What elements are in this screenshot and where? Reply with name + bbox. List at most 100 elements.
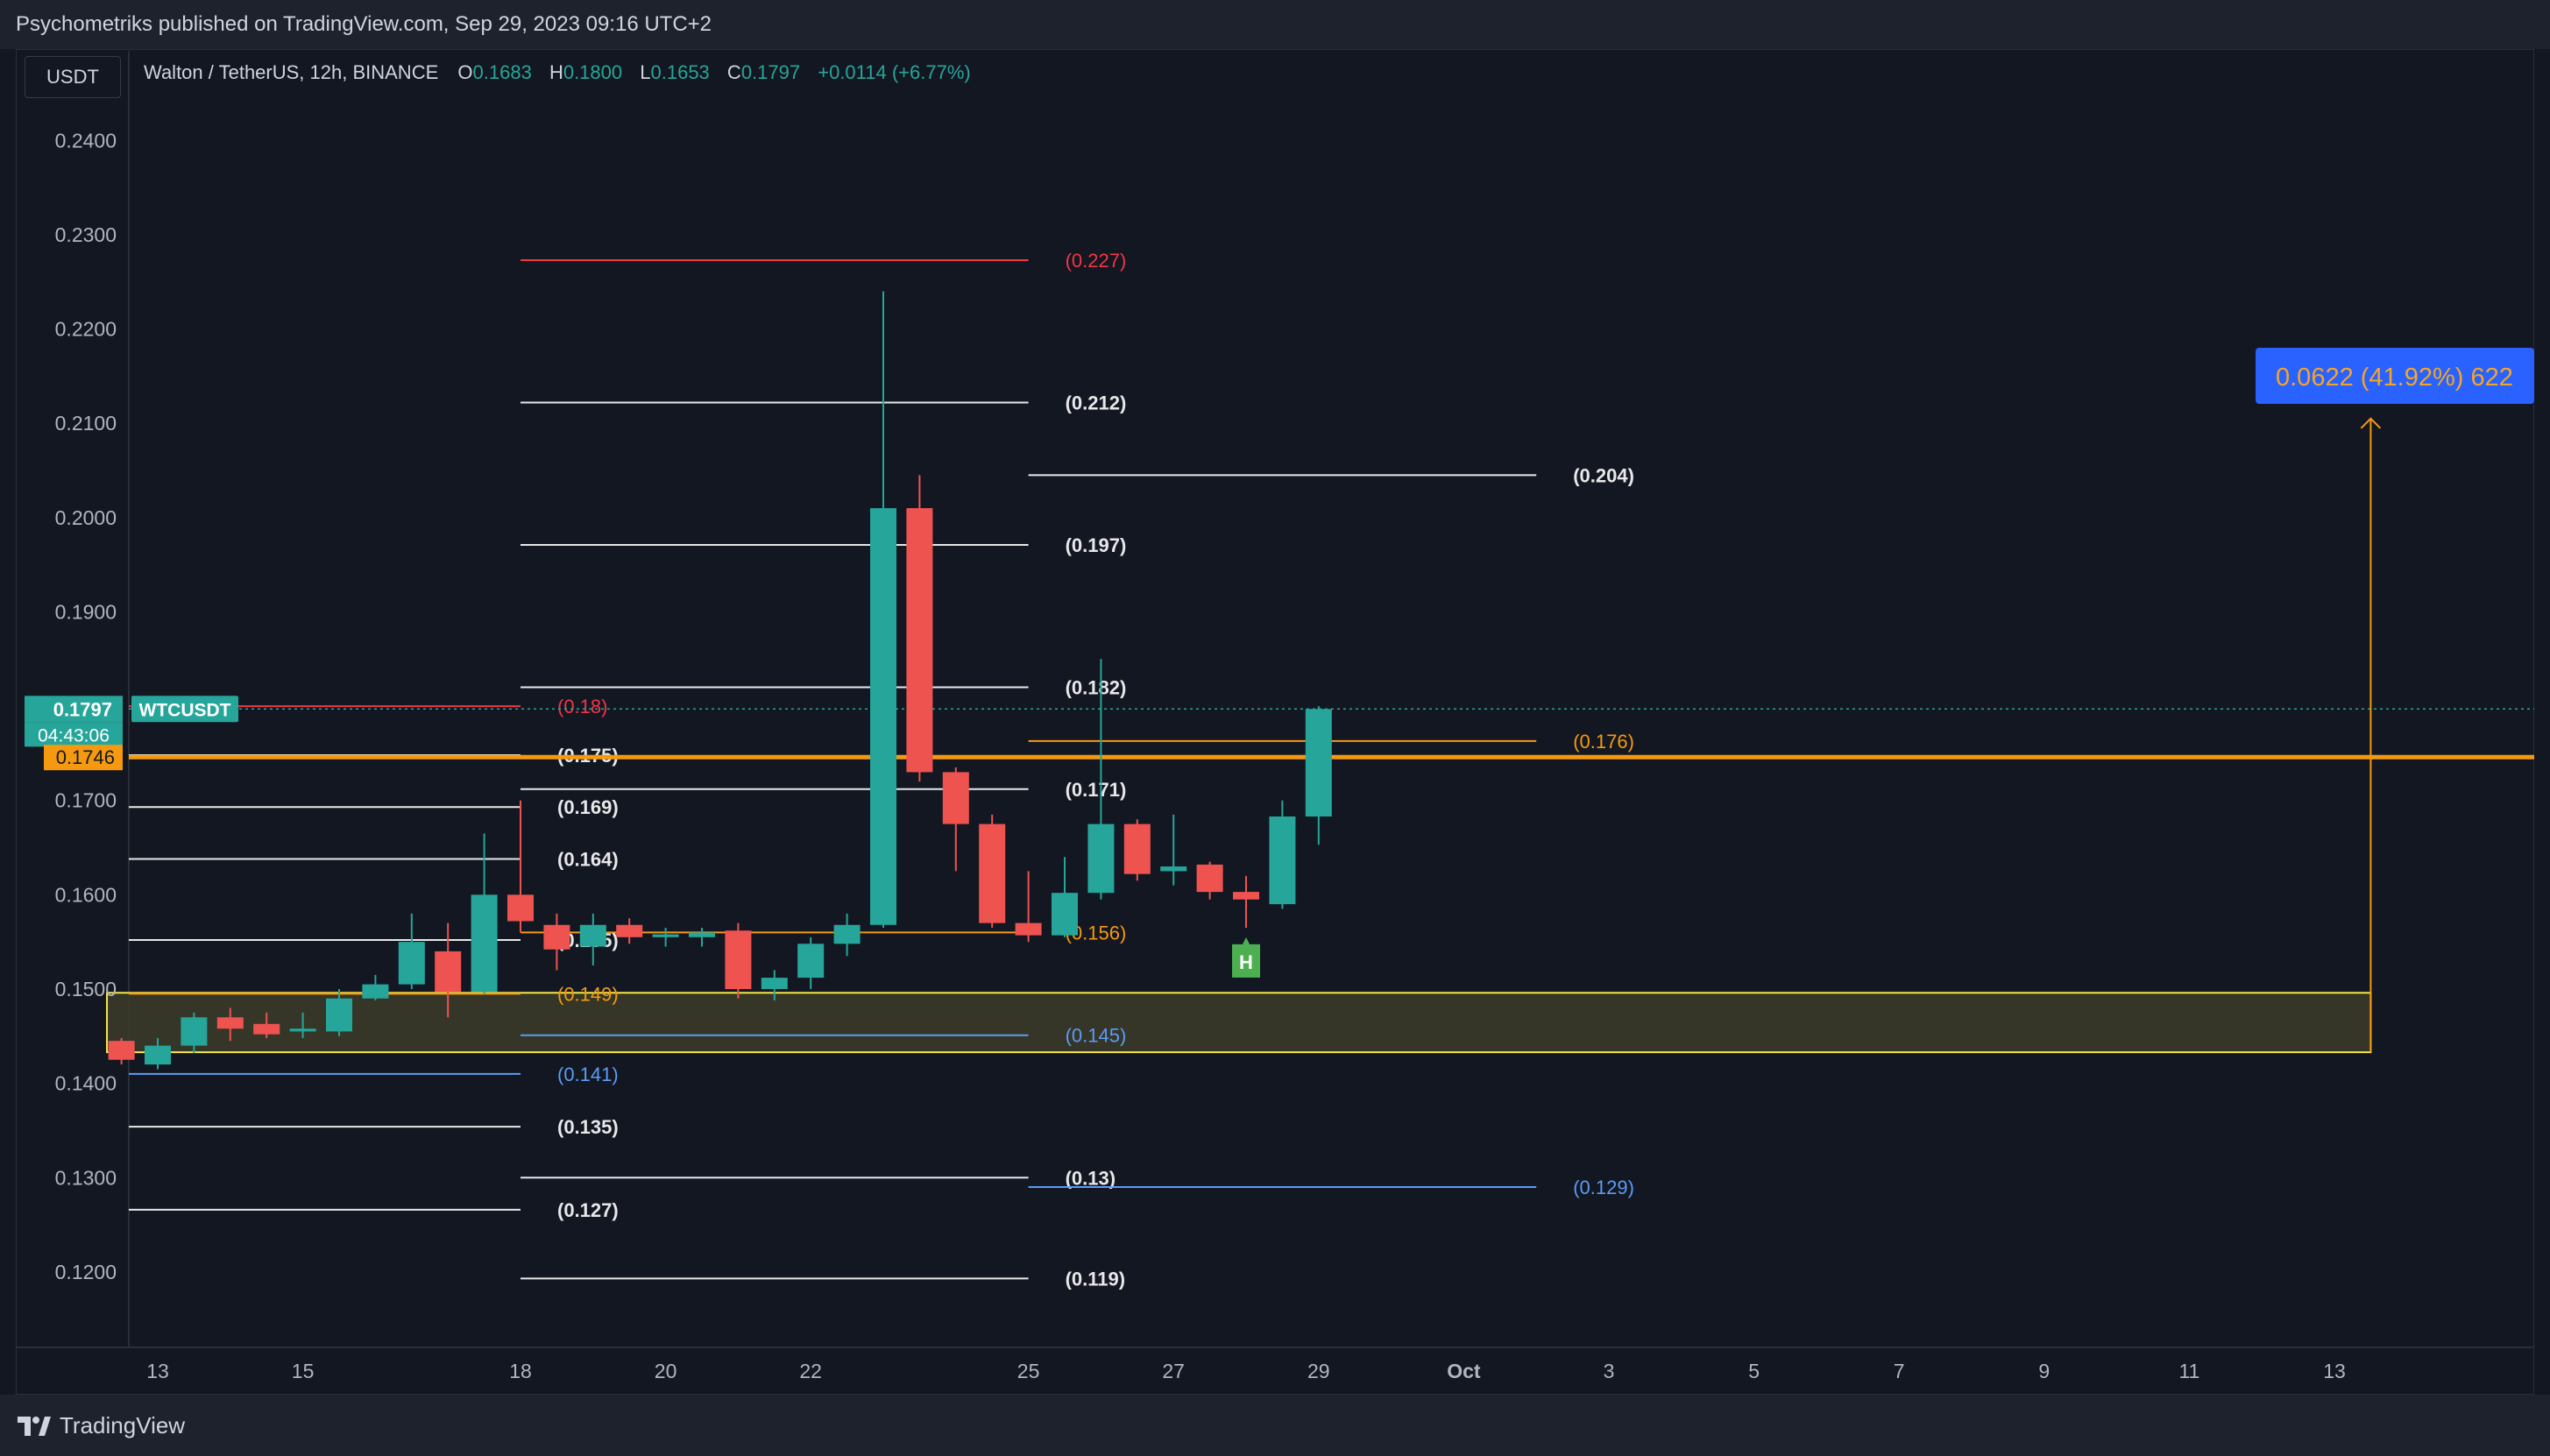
candle-body bbox=[652, 934, 679, 937]
candle-body bbox=[761, 978, 788, 989]
time-tick-label: 13 bbox=[2323, 1360, 2346, 1382]
marker-badge bbox=[1232, 937, 1260, 978]
level-label: (0.129) bbox=[1573, 1177, 1634, 1198]
level-label: (0.18) bbox=[557, 696, 607, 717]
candle-body bbox=[398, 942, 425, 985]
time-tick-label: 5 bbox=[1748, 1360, 1760, 1382]
horizontal-line-value: 0.1746 bbox=[56, 746, 115, 768]
support-zone bbox=[106, 992, 2372, 1054]
level-label: (0.127) bbox=[557, 1199, 619, 1221]
price-tick-label: 0.1900 bbox=[55, 600, 117, 623]
level-label: (0.204) bbox=[1573, 464, 1634, 486]
price-tick-label: 0.1700 bbox=[55, 789, 117, 812]
candle-body bbox=[725, 930, 752, 989]
last-price-tag bbox=[25, 696, 123, 723]
candle-body bbox=[289, 1028, 316, 1032]
candle-body bbox=[507, 894, 534, 922]
time-tick-label: Oct bbox=[1447, 1360, 1481, 1382]
level-label: (0.164) bbox=[557, 848, 619, 870]
candle-body bbox=[1305, 709, 1332, 817]
level-label: (0.149) bbox=[557, 983, 619, 1005]
open-value: 0.1683 bbox=[472, 61, 532, 83]
level-label: (0.119) bbox=[1066, 1268, 1126, 1290]
candle-body bbox=[616, 924, 643, 937]
tradingview-logo-icon bbox=[18, 1416, 51, 1436]
candle-body bbox=[1087, 823, 1115, 894]
level-label: (0.176) bbox=[1573, 731, 1634, 753]
price-tick-label: 0.2200 bbox=[55, 318, 117, 341]
change-value: +0.0114 (+6.77%) bbox=[818, 61, 971, 83]
level-label: (0.145) bbox=[1066, 1025, 1127, 1047]
candle-body bbox=[181, 1017, 208, 1046]
time-tick-label: 25 bbox=[1017, 1360, 1040, 1382]
price-tick-label: 0.1500 bbox=[55, 978, 117, 1000]
level-label: (0.182) bbox=[1066, 677, 1127, 699]
level-label: (0.197) bbox=[1066, 534, 1127, 556]
candle-body bbox=[906, 508, 933, 773]
close-value: 0.1797 bbox=[740, 61, 801, 83]
time-tick-label: 13 bbox=[146, 1360, 169, 1382]
time-tick-label: 20 bbox=[655, 1360, 677, 1382]
price-tick-label: 0.2400 bbox=[55, 129, 117, 152]
high-label: H bbox=[549, 61, 563, 83]
countdown-value: 04:43:06 bbox=[38, 725, 110, 746]
footer-brand-text: TradingView bbox=[60, 1412, 186, 1438]
footer-bar: TradingView bbox=[0, 1395, 2550, 1456]
candle-body bbox=[833, 924, 861, 944]
symbol-tag-label: WTCUSDT bbox=[139, 700, 231, 720]
level-label: (0.212) bbox=[1066, 392, 1127, 413]
level-label: (0.141) bbox=[557, 1064, 619, 1085]
candle-body bbox=[1015, 922, 1042, 936]
candle-body bbox=[216, 1017, 244, 1029]
candle-body bbox=[145, 1045, 171, 1065]
candle-body bbox=[1269, 816, 1296, 905]
candle-body bbox=[326, 998, 352, 1032]
chart-frame[interactable] bbox=[16, 49, 2534, 1395]
candle-body bbox=[797, 944, 825, 979]
candle-body bbox=[1123, 823, 1151, 874]
candle-body bbox=[435, 951, 462, 993]
price-tick-label: 0.1600 bbox=[55, 883, 117, 906]
price-tick-label: 0.1400 bbox=[55, 1072, 117, 1095]
candle-body bbox=[942, 772, 969, 824]
publisher-header: Psychometriks published on TradingView.c… bbox=[0, 0, 2550, 49]
candle-body bbox=[1160, 866, 1187, 872]
measure-label: 0.0622 (41.92%) 622 bbox=[2276, 364, 2513, 392]
measure-arrow-head bbox=[2360, 417, 2382, 429]
time-tick-label: 27 bbox=[1162, 1360, 1185, 1382]
currency-selector[interactable]: USDT bbox=[25, 56, 121, 98]
price-tick-label: 0.1300 bbox=[55, 1166, 117, 1189]
tradingview-brand[interactable]: TradingView bbox=[18, 1412, 185, 1439]
symbol-legend: Walton / TetherUS, 12h, BINANCE O0.1683 … bbox=[144, 61, 971, 84]
price-tick-label: 0.2000 bbox=[55, 506, 117, 529]
price-tick-label: 0.1200 bbox=[55, 1261, 117, 1283]
candle-body bbox=[471, 894, 498, 993]
candle-body bbox=[1052, 893, 1078, 936]
level-label: (0.227) bbox=[1066, 250, 1127, 272]
horizontal-line-tag bbox=[44, 745, 123, 771]
level-label: (0.171) bbox=[1066, 779, 1127, 801]
time-tick-label: 9 bbox=[2038, 1360, 2050, 1382]
level-label: (0.13) bbox=[1066, 1167, 1116, 1189]
candle-body bbox=[1233, 892, 1259, 900]
time-tick-label: 29 bbox=[1307, 1360, 1330, 1382]
time-tick-label: 11 bbox=[2178, 1360, 2199, 1382]
level-label: (0.135) bbox=[557, 1116, 619, 1138]
symbol-title[interactable]: Walton / TetherUS, 12h, BINANCE bbox=[144, 61, 439, 83]
time-tick-label: 3 bbox=[1604, 1360, 1615, 1382]
candle-body bbox=[1196, 864, 1223, 893]
time-tick-label: 22 bbox=[799, 1360, 822, 1382]
candle-body bbox=[543, 924, 570, 950]
high-value: 0.1800 bbox=[563, 61, 623, 83]
marker-label: H bbox=[1239, 951, 1253, 973]
candle-body bbox=[689, 932, 715, 937]
close-label: C bbox=[726, 61, 741, 83]
candle-body bbox=[108, 1041, 135, 1060]
candle-body bbox=[870, 508, 896, 925]
countdown-tag bbox=[25, 722, 123, 747]
price-tick-label: 0.2300 bbox=[55, 223, 117, 246]
time-tick-label: 18 bbox=[509, 1360, 532, 1382]
time-tick-label: 7 bbox=[1894, 1360, 1905, 1382]
low-label: L bbox=[640, 61, 651, 83]
